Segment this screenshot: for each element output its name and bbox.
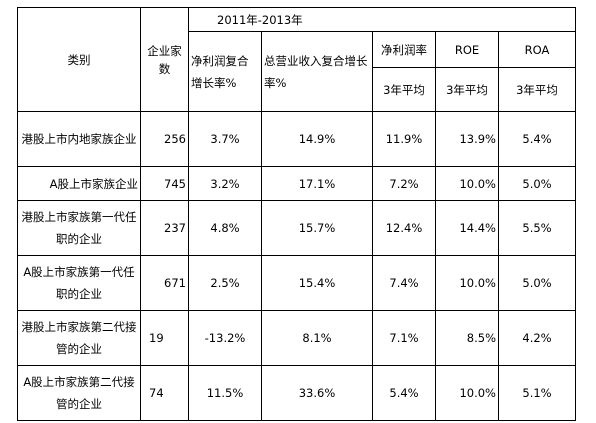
row-count: 671 — [140, 255, 189, 311]
row-profit-growth: 11.5% — [188, 365, 262, 421]
row-roe: 14.4% — [435, 200, 499, 256]
row-roe: 10.0% — [435, 365, 499, 421]
header-roe: ROE — [435, 31, 499, 68]
row-profit-growth: 3.2% — [188, 166, 262, 201]
row-count: 256 — [140, 111, 189, 167]
row-roa: 5.1% — [498, 365, 576, 421]
row-count: 745 — [140, 166, 189, 201]
row-roe: 10.0% — [435, 255, 499, 311]
row-category: A股上市家族企业 — [17, 166, 141, 201]
header-category: 类别 — [17, 7, 141, 112]
row-net-margin: 7.4% — [372, 255, 436, 311]
table-row: A股上市家族第二代接管的企业 74 11.5% 33.6% 5.4% 10.0%… — [17, 365, 576, 421]
header-revenue-growth: 总营业收入复合增长率% — [261, 31, 373, 112]
header-period: 2011年-2013年 — [188, 7, 576, 32]
table-row: 港股上市家族第二代接管的企业 19 -13.2% 8.1% 7.1% 8.5% … — [17, 310, 576, 366]
header-roa: ROA — [498, 31, 576, 68]
header-net-margin: 净利润率 — [372, 31, 436, 68]
row-revenue-growth: 17.1% — [261, 166, 373, 201]
performance-table: 类别 企业家数 2011年-2013年 净利润复合增长率% 总营业收入复合增长率… — [17, 7, 576, 421]
row-profit-growth: -13.2% — [188, 310, 262, 366]
row-count: 237 — [140, 200, 189, 256]
row-net-margin: 7.1% — [372, 310, 436, 366]
row-roa: 5.5% — [498, 200, 576, 256]
table-row: 港股上市家族第一代任职的企业 237 4.8% 15.7% 12.4% 14.4… — [17, 200, 576, 256]
row-category: 港股上市内地家族企业 — [17, 111, 141, 167]
table-row: 港股上市内地家族企业 256 3.7% 14.9% 11.9% 13.9% 5.… — [17, 111, 576, 167]
row-category: A股上市家族第一代任职的企业 — [17, 255, 141, 311]
row-profit-growth: 2.5% — [188, 255, 262, 311]
row-profit-growth: 3.7% — [188, 111, 262, 167]
header-company-count: 企业家数 — [140, 7, 189, 112]
row-roa: 4.2% — [498, 310, 576, 366]
row-category: 港股上市家族第一代任职的企业 — [17, 200, 141, 256]
row-revenue-growth: 14.9% — [261, 111, 373, 167]
row-net-margin: 5.4% — [372, 365, 436, 421]
table-row: A股上市家族企业 745 3.2% 17.1% 7.2% 10.0% 5.0% — [17, 166, 576, 201]
row-category: A股上市家族第二代接管的企业 — [17, 365, 141, 421]
row-revenue-growth: 15.4% — [261, 255, 373, 311]
row-revenue-growth: 15.7% — [261, 200, 373, 256]
row-roa: 5.0% — [498, 255, 576, 311]
row-roa: 5.4% — [498, 111, 576, 167]
row-category: 港股上市家族第二代接管的企业 — [17, 310, 141, 366]
row-net-margin: 12.4% — [372, 200, 436, 256]
header-profit-growth: 净利润复合增长率% — [188, 31, 262, 112]
header-roa-sub: 3年平均 — [498, 67, 576, 112]
row-count: 19 — [140, 310, 189, 366]
row-roe: 13.9% — [435, 111, 499, 167]
row-revenue-growth: 8.1% — [261, 310, 373, 366]
row-roe: 8.5% — [435, 310, 499, 366]
row-count: 74 — [140, 365, 189, 421]
header-net-margin-sub: 3年平均 — [372, 67, 436, 112]
header-roe-sub: 3年平均 — [435, 67, 499, 112]
row-net-margin: 11.9% — [372, 111, 436, 167]
row-roa: 5.0% — [498, 166, 576, 201]
row-net-margin: 7.2% — [372, 166, 436, 201]
row-profit-growth: 4.8% — [188, 200, 262, 256]
row-roe: 10.0% — [435, 166, 499, 201]
row-revenue-growth: 33.6% — [261, 365, 373, 421]
table-row: A股上市家族第一代任职的企业 671 2.5% 15.4% 7.4% 10.0%… — [17, 255, 576, 311]
